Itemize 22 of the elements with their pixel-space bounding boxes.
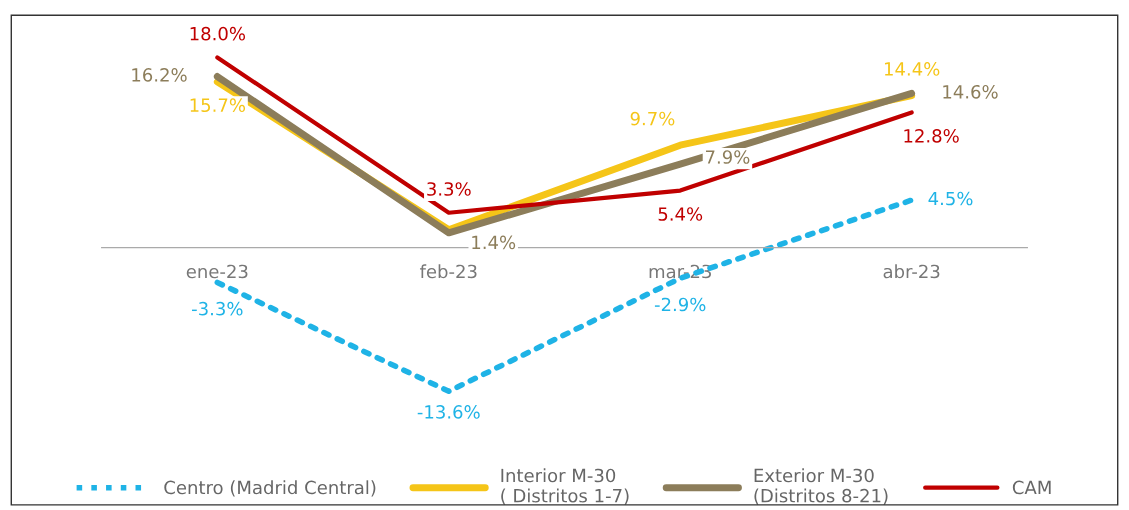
legend-label: Exterior M-30 (Distritos 8-21) — [754, 468, 888, 505]
data-label: 5.4% — [658, 207, 703, 221]
data-label: 4.5% — [928, 191, 973, 206]
data-label: 3.3% — [427, 182, 471, 196]
legend-label: Centro (Madrid Central) — [164, 480, 376, 497]
data-label: 14.6% — [943, 84, 998, 99]
x-tick-label: abr-23 — [883, 264, 940, 279]
legend-label: Interior M-30 ( Distritos 1-7) — [501, 468, 629, 505]
data-label: 12.8% — [904, 129, 959, 143]
data-label: 14.4% — [884, 62, 940, 76]
data-label: 15.7% — [190, 98, 246, 113]
legend-label: CAM — [1012, 480, 1051, 495]
data-label: -13.6% — [417, 405, 480, 419]
data-label: 1.4% — [472, 235, 516, 250]
x-tick-label: ene-23 — [186, 264, 248, 279]
x-tick-label: feb-23 — [419, 264, 477, 279]
data-label: -2.9% — [654, 297, 706, 312]
data-label: 16.2% — [132, 68, 187, 82]
data-label: -3.3% — [192, 301, 243, 316]
data-label: 9.7% — [630, 111, 675, 126]
data-label: 18.0% — [190, 26, 246, 41]
data-label: 7.9% — [705, 150, 750, 164]
